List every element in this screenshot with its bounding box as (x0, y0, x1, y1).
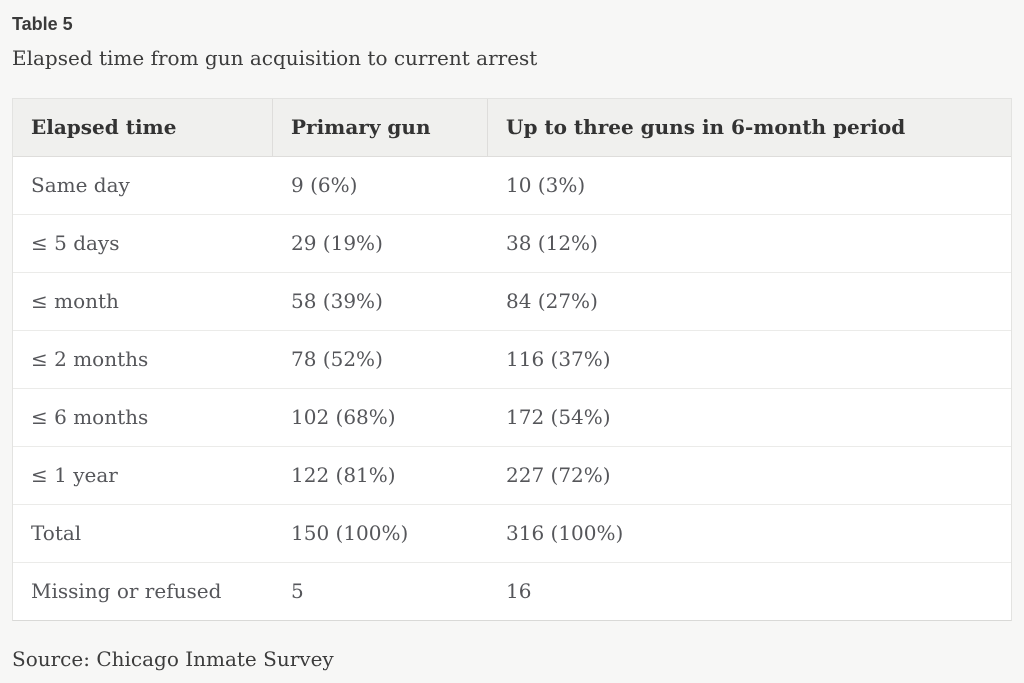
three-guns-cell: 316 (100%) (488, 505, 1011, 563)
elapsed-time-cell: Same day (13, 157, 273, 215)
primary-gun-cell: 5 (291, 578, 304, 603)
three-guns-cell: 84 (27%) (488, 273, 1011, 331)
table-row: Total 150 (100%) 316 (100%) (13, 505, 1011, 563)
table-header-row: Elapsed time Primary gun Up to three gun… (13, 98, 1011, 157)
source-note: Source: Chicago Inmate Survey (12, 646, 334, 671)
primary-gun-cell: 58 (39%) (273, 273, 488, 331)
primary-gun-cell: 78 (52%) (273, 331, 488, 389)
table-row: ≤ 6 months 102 (68%) 172 (54%) (13, 389, 1011, 447)
elapsed-time-cell: Total (13, 505, 273, 563)
primary-gun-cell: 122 (81%) (273, 447, 488, 505)
three-guns-cell: 10 (3%) (488, 157, 1011, 215)
elapsed-time-table: Elapsed time Primary gun Up to three gun… (12, 97, 1012, 621)
three-guns-cell: 38 (12%) (488, 215, 1011, 273)
three-guns-cell: 172 (54%) (488, 389, 1011, 447)
table-number-label: Table 5 (12, 14, 73, 34)
three-guns-cell: 227 (72%) (488, 447, 1011, 505)
table-title: Elapsed time from gun acquisition to cur… (12, 45, 538, 70)
table-body: Same day 9 (6%) 10 (3%) ≤ 5 days 29 (19%) 38 … (13, 157, 1011, 620)
three-guns-cell: 116 (37%) (488, 331, 1011, 389)
primary-gun-cell: 29 (19%) (273, 215, 488, 273)
column-header-elapsed-time: Elapsed time (13, 98, 273, 157)
elapsed-time-cell: ≤ 1 year (13, 447, 273, 505)
elapsed-time-cell: ≤ 6 months (13, 389, 273, 447)
elapsed-time-cell: ≤ 5 days (13, 215, 273, 273)
primary-gun-cell: 9 (6%) (273, 157, 488, 215)
elapsed-time-cell: ≤ month (13, 273, 273, 331)
column-header-primary-gun: Primary gun (273, 98, 488, 157)
table-row: ≤ month 58 (39%) 84 (27%) (13, 273, 1011, 331)
table-row: ≤ 5 days 29 (19%) 38 (12%) (13, 215, 1011, 273)
primary-gun-cell: 150 (100%) (273, 505, 488, 563)
column-header-three-guns: Up to three guns in 6-month period (488, 98, 1011, 157)
table-row: ≤ 2 months 78 (52%) 116 (37%) (13, 331, 1011, 389)
elapsed-time-cell: ≤ 2 months (13, 331, 273, 389)
primary-gun-cell: 102 (68%) (273, 389, 488, 447)
table-row: ≤ 1 year 122 (81%) 227 (72%) (13, 447, 1011, 505)
table-row: Same day 9 (6%) 10 (3%) (13, 157, 1011, 215)
table-row: Missing or refused 5 16 (13, 563, 1011, 620)
three-guns-cell: 16 (506, 578, 532, 603)
elapsed-time-cell: Missing or refused (31, 578, 222, 603)
table-header: Elapsed time Primary gun Up to three gun… (13, 98, 1011, 157)
